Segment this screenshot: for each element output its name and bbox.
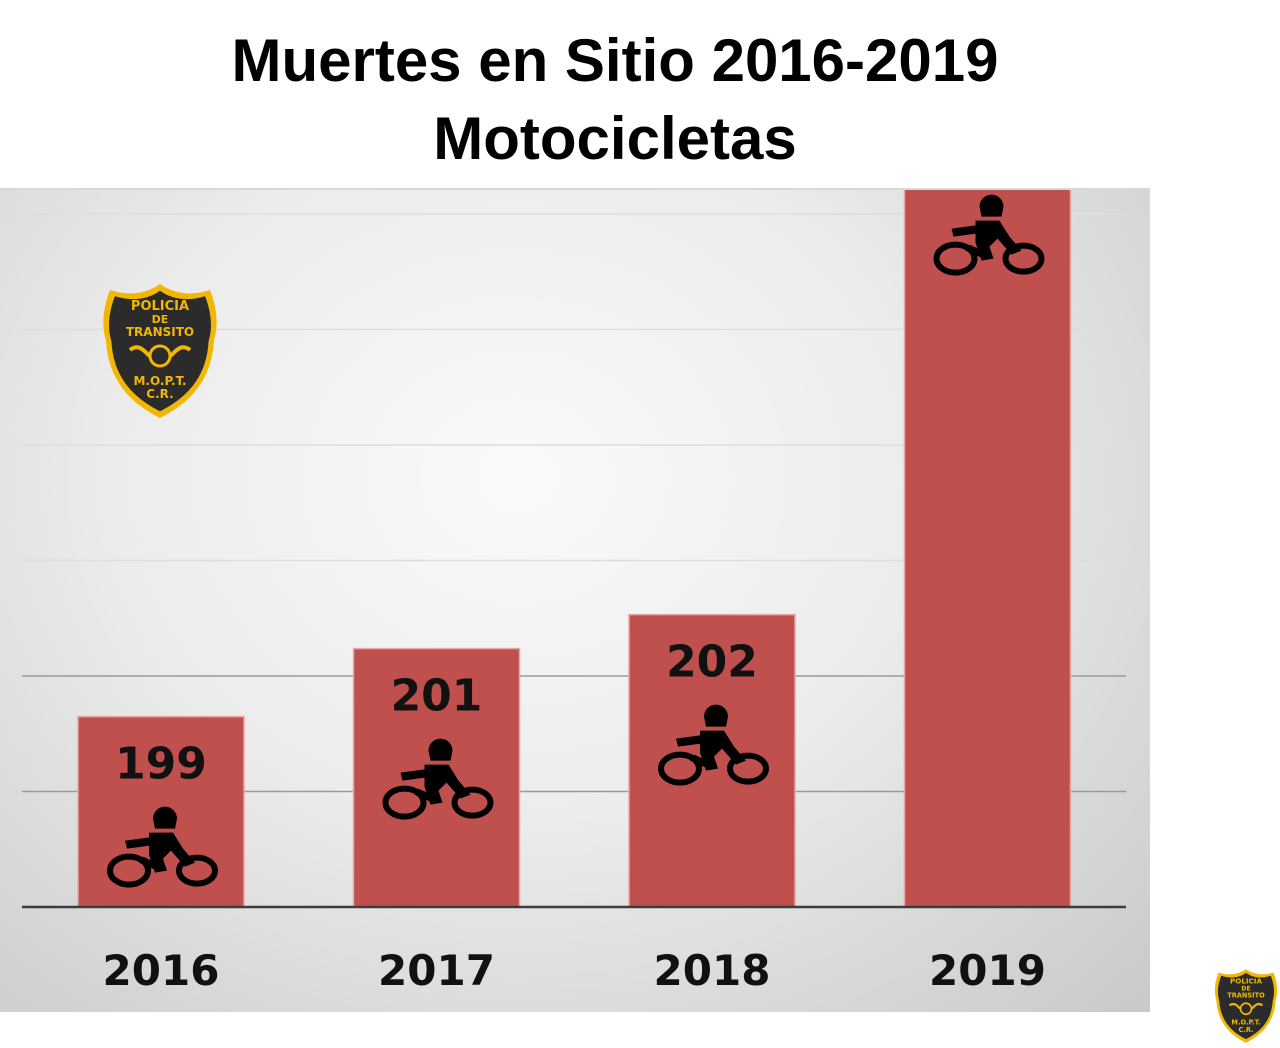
x-tick-label: 2018 bbox=[654, 946, 771, 995]
svg-text:C.R.: C.R. bbox=[146, 387, 173, 401]
svg-text:M.O.P.T.: M.O.P.T. bbox=[133, 374, 186, 388]
data-label: 202 bbox=[666, 637, 758, 688]
svg-text:DE: DE bbox=[152, 313, 169, 326]
svg-text:M.O.P.T.: M.O.P.T. bbox=[1231, 1019, 1260, 1027]
svg-text:POLICIA: POLICIA bbox=[1230, 976, 1262, 985]
plot-area: 1992016201201720220182172019 bbox=[0, 188, 1150, 1012]
data-label: 199 bbox=[115, 739, 207, 790]
motorcycle-rider-icon bbox=[658, 704, 769, 786]
chart-title: Muertes en Sitio 2016-2019 Motocicletas bbox=[0, 22, 1230, 178]
chart-title-line-1: Muertes en Sitio 2016-2019 bbox=[231, 27, 999, 94]
bar-2019 bbox=[903, 190, 1072, 908]
x-tick-label: 2016 bbox=[103, 946, 220, 995]
svg-text:TRANSITO: TRANSITO bbox=[126, 325, 194, 339]
x-tick-label: 2019 bbox=[929, 946, 1046, 995]
bar-chart: 1992016201201720220182172019 bbox=[22, 190, 1126, 995]
x-tick-label: 2017 bbox=[378, 946, 495, 995]
data-label: 201 bbox=[391, 671, 483, 722]
svg-text:C.R.: C.R. bbox=[1238, 1026, 1253, 1034]
chart-title-line-2: Motocicletas bbox=[433, 105, 797, 172]
svg-text:DE: DE bbox=[1241, 986, 1250, 993]
svg-text:TRANSITO: TRANSITO bbox=[1227, 992, 1265, 1000]
motorcycle-rider-icon bbox=[933, 194, 1045, 276]
motorcycle-rider-icon bbox=[107, 806, 218, 888]
svg-text:POLICIA: POLICIA bbox=[131, 299, 189, 314]
motorcycle-rider-icon bbox=[382, 738, 494, 820]
